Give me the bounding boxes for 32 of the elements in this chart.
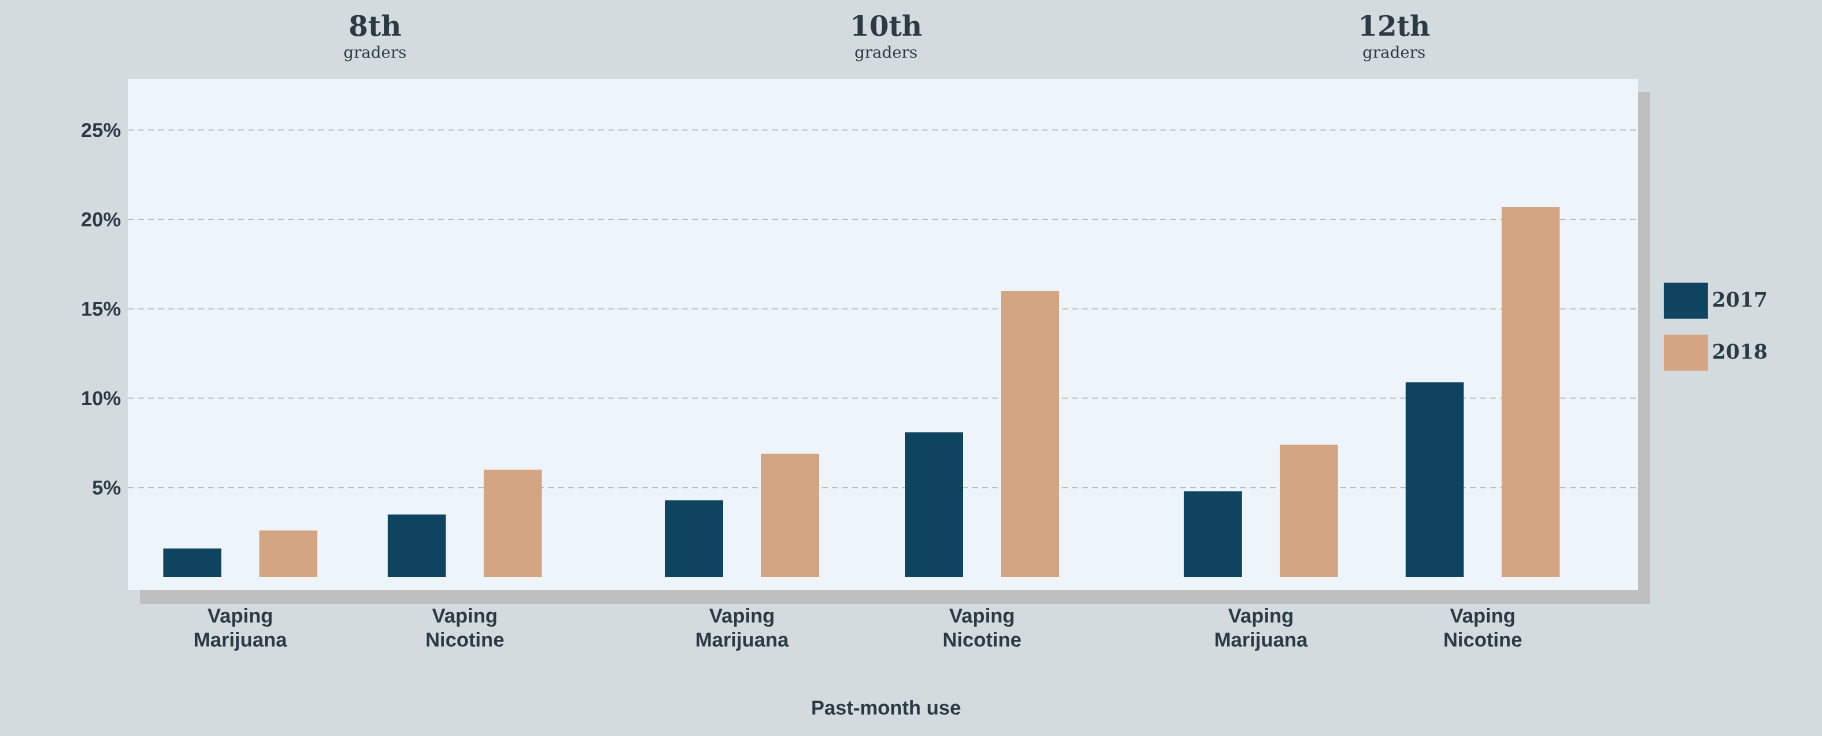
bar (387, 514, 446, 577)
x-tick-label: Vaping Marijuana (1215, 608, 1308, 651)
bar (1183, 491, 1242, 577)
bar (259, 530, 318, 577)
bar (483, 469, 542, 577)
chart-subtitle: graders (1363, 45, 1425, 62)
bar (665, 500, 723, 577)
x-tick-label: Vaping Marijuana (696, 608, 789, 651)
x-tick-label: Vaping Nicotine (943, 608, 1021, 647)
x-tick-label: Vaping Nicotine (1444, 608, 1522, 647)
bar (761, 453, 820, 577)
bar (1501, 206, 1560, 577)
legend-label: 2017 (1713, 291, 1766, 307)
bar (1279, 444, 1338, 577)
bar (905, 432, 964, 577)
legend-label: 2018 (1713, 343, 1767, 359)
bar (163, 548, 222, 577)
chart-title: 10th (853, 14, 922, 37)
bar (1001, 290, 1060, 577)
y-tick-label: 25% (81, 122, 121, 138)
y-tick-label: 5% (92, 480, 121, 495)
chart-title: 12th (1361, 14, 1430, 37)
y-tick-label: 20% (81, 212, 121, 227)
y-tick-label: 10% (82, 391, 121, 406)
x-axis-title: Past-month use (812, 700, 961, 715)
x-tick-label: Vaping Nicotine (426, 608, 504, 647)
bar (1405, 382, 1464, 577)
y-tick-label: 15% (82, 301, 121, 316)
chart-subtitle: graders (855, 45, 917, 62)
chart-subtitle: graders (344, 45, 406, 62)
chart-title: 8th (350, 14, 401, 37)
x-tick-label: Vaping Marijuana (194, 608, 288, 651)
